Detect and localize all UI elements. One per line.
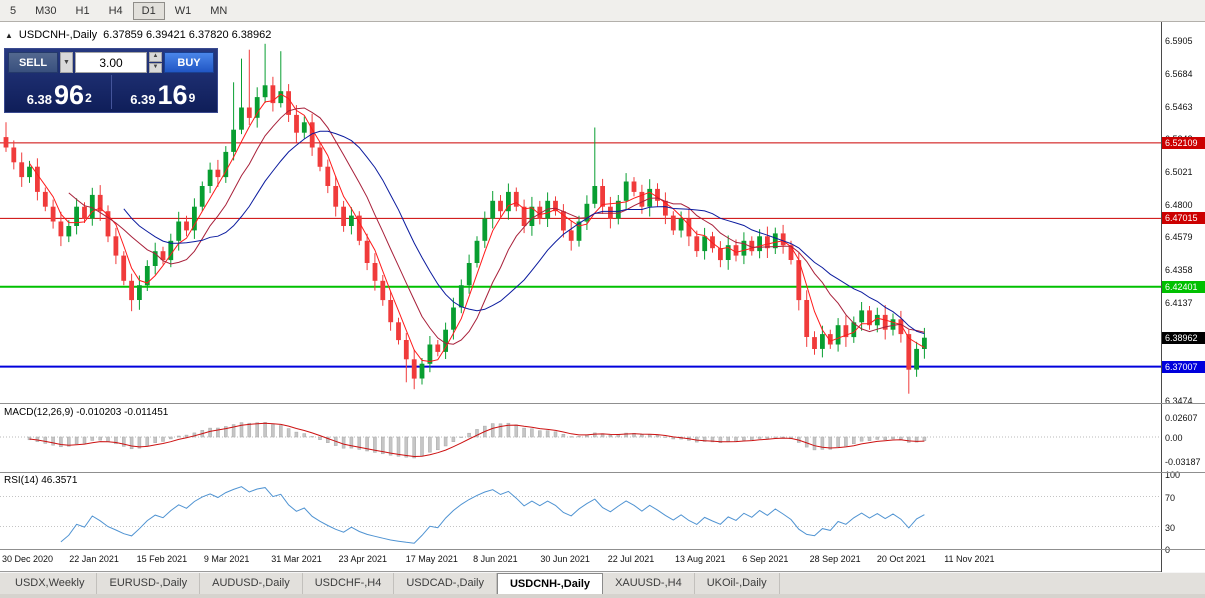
chart-tab-usdchf-h4[interactable]: USDCHF-,H4 [303,573,395,594]
time-axis: 30 Dec 2020 22 Jan 2021 15 Feb 2021 9 Mar 2… [0,553,1161,569]
pane-separator [0,549,1205,550]
volume-dropdown-button[interactable]: ▼ [60,52,73,73]
pane-separator[interactable] [0,403,1205,404]
level-price-label[interactable]: 6.42401 [1162,280,1205,293]
buy-price-sup: 9 [188,91,196,105]
chart-tab-usdcad-daily[interactable]: USDCAD-,Daily [394,573,497,594]
date-label: 22 Jul 2021 [607,554,655,564]
date-label: 22 Jan 2021 [69,554,119,564]
volume-decrease-button[interactable]: ▼ [149,63,162,73]
chart-title: ▲ USDCNH-,Daily 6.37859 6.39421 6.37820 … [5,29,271,41]
volume-input[interactable] [75,52,147,73]
rsi-indicator-label: RSI(14) 46.3571 [4,475,78,486]
chart-window: 6.59056.56846.54636.52426.50216.48006.45… [0,22,1205,572]
date-label: 8 Jun 2021 [473,554,518,564]
date-label: 30 Jun 2021 [540,554,590,564]
price-tick-label: 6.4358 [1165,265,1193,276]
timeframe-toolbar: 5 M30 H1 H4 D1 W1 MN [0,0,1205,22]
rsi-tick-label: 0 [1165,545,1171,555]
one-click-toggle-icon[interactable]: ▲ [5,30,13,40]
buy-price-small: 6.39 [130,91,156,107]
date-label: 6 Sep 2021 [742,554,789,564]
date-label: 13 Aug 2021 [675,554,726,564]
chart-tab-usdx-weekly[interactable]: USDX,Weekly [3,573,98,594]
bottom-strip [0,594,1205,598]
buy-price-big: 16 [157,80,188,111]
volume-increase-button[interactable]: ▲ [149,52,162,62]
level-price-label[interactable]: 6.52109 [1162,136,1205,149]
date-label: 20 Oct 2021 [876,554,926,564]
price-tick-label: 6.4579 [1165,232,1193,243]
sell-button[interactable]: SELL [8,52,58,73]
date-label: 9 Mar 2021 [203,554,250,564]
price-axis: 6.59056.56846.54636.52426.50216.48006.45… [1161,22,1205,572]
timeframe-button-D1[interactable]: D1 [132,1,165,20]
chart-tab-audusd-daily[interactable]: AUDUSD-,Daily [200,573,303,594]
date-label: 28 Sep 2021 [809,554,861,564]
macd-indicator-label: MACD(12,26,9) -0.010203 -0.011451 [4,407,169,418]
chart-ohlc-values: 6.37859 6.39421 6.37820 6.38962 [103,29,272,41]
macd-tick-label: 0.02607 [1165,413,1198,424]
macd-tick-label: 0.00 [1165,433,1183,443]
macd-tick-label: -0.03187 [1165,457,1201,468]
pane-separator[interactable] [0,472,1205,473]
chart-tabs: USDX,Weekly EURUSD-,Daily AUDUSD-,Daily USD… [0,572,1205,594]
price-tick-label: 6.4137 [1165,297,1193,308]
rsi-tick-label: 70 [1165,492,1176,503]
rsi-tick-label: 30 [1165,522,1176,533]
sell-price-small: 6.38 [26,91,53,107]
rsi-tick-label: 100 [1165,470,1181,480]
volume-stepper: ▲ ▼ [149,52,162,73]
date-label: 31 Mar 2021 [271,554,322,564]
candlestick-chart[interactable] [0,22,1161,570]
date-label: 30 Dec 2020 [2,554,54,564]
chart-tab-eurusd-daily[interactable]: EURUSD-,Daily [97,573,201,594]
price-tick-label: 6.5905 [1165,36,1193,47]
sell-price-display[interactable]: 6.38 96 2 [8,75,112,109]
timeframe-button-M30[interactable]: M30 [35,4,57,17]
chart-symbol-title: USDCNH-,Daily [18,29,98,41]
level-price-label[interactable]: 6.37007 [1162,360,1205,373]
timeframe-button-H1[interactable]: H1 [75,4,90,17]
sell-price-big: 96 [54,80,85,111]
buy-button[interactable]: BUY [164,52,214,73]
buy-price-display[interactable]: 6.39 16 9 [112,75,215,109]
level-price-label[interactable]: 6.47015 [1162,212,1205,225]
timeframe-button-H4[interactable]: H4 [108,4,123,17]
timeframe-button-MN[interactable]: MN [210,4,228,17]
chart-tab-ukoil-daily[interactable]: UKOil-,Daily [695,573,780,594]
timeframe-button-5[interactable]: 5 [10,4,17,17]
date-label: 23 Apr 2021 [338,554,388,564]
chart-tab-usdcnh-daily[interactable]: USDCNH-,Daily [496,573,604,594]
price-tick-label: 6.3474 [1165,396,1193,407]
date-label: 17 May 2021 [405,554,458,564]
price-tick-label: 6.4800 [1165,199,1193,210]
current-price-label: 6.38962 [1162,331,1205,344]
date-label: 11 Nov 2021 [944,554,995,564]
timeframe-button-W1[interactable]: W1 [174,4,192,17]
price-tick-label: 6.5463 [1165,101,1193,112]
chart-tab-xauusd-h4[interactable]: XAUUSD-,H4 [603,573,695,594]
price-tick-label: 6.5021 [1165,167,1193,178]
date-label: 15 Feb 2021 [136,554,188,564]
price-tick-label: 6.5684 [1165,68,1193,79]
sell-price-sup: 2 [85,91,92,105]
